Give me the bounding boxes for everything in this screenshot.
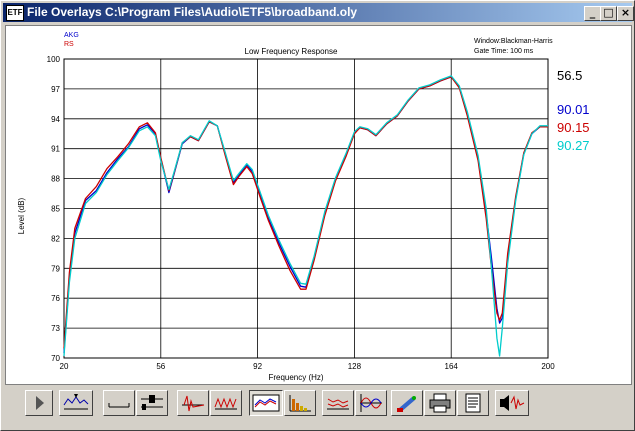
x-axis-ticks: 20 56 92 128 164 200 (60, 362, 556, 371)
x-tick-label: 20 (60, 362, 69, 371)
x-tick-label: 164 (445, 362, 459, 371)
y-tick-label: 97 (51, 85, 60, 94)
impulse-button[interactable] (177, 390, 209, 416)
rt60-icon (327, 398, 349, 410)
plot-area[interactable]: 100 97 94 91 88 85 82 79 76 73 70 20 56 92 128 164 200 … (5, 25, 632, 385)
series-line-3 (63, 75, 548, 357)
y-tick-label: 73 (51, 324, 60, 333)
toolbar (5, 387, 630, 427)
x-axis-label: Frequency (Hz) (268, 373, 323, 382)
window-info: Window:Blackman-Harris (474, 38, 553, 45)
close-button[interactable]: × (617, 6, 634, 21)
y-tick-label: 94 (51, 115, 60, 124)
overlay-icon (252, 394, 280, 412)
play-button[interactable] (25, 390, 53, 416)
readout-third: 90.27 (557, 138, 590, 153)
y-axis-ticks: 100 97 94 91 88 85 82 79 76 73 70 (47, 55, 61, 363)
notes-button[interactable] (457, 390, 489, 416)
y-tick-label: 76 (51, 294, 60, 303)
chart-series (63, 75, 548, 357)
legend-rs: RS (64, 41, 74, 48)
window-title: File Overlays C:\Program Files\Audio\ETF… (27, 5, 358, 19)
print-button[interactable] (424, 390, 456, 416)
app-icon[interactable]: ETF (6, 5, 24, 21)
waterfall-button[interactable] (59, 390, 93, 416)
y-tick-label: 82 (51, 234, 60, 243)
export-button[interactable] (495, 390, 529, 416)
rt60-button[interactable] (322, 390, 354, 416)
y-tick-label: 85 (51, 205, 60, 214)
minimize-button[interactable]: _ (584, 6, 601, 21)
play-icon (36, 396, 44, 410)
step-response-icon (214, 397, 237, 410)
step-response-button[interactable] (210, 390, 242, 416)
line-tool-button[interactable] (103, 390, 135, 416)
spectrum-button[interactable] (284, 390, 316, 416)
slider-tool-button[interactable] (136, 390, 168, 416)
slider-icon (141, 395, 163, 410)
series-line-2 (63, 76, 548, 349)
x-tick-label: 92 (253, 362, 262, 371)
speaker-signal-icon (500, 395, 525, 411)
readout-rs: 90.15 (557, 120, 590, 135)
baseline-icon (108, 403, 130, 408)
impulse-icon (182, 395, 205, 412)
document-icon (465, 393, 481, 413)
x-tick-label: 56 (156, 362, 165, 371)
phase-icon (360, 394, 382, 412)
y-tick-label: 79 (51, 264, 60, 273)
overlay-view-button[interactable] (249, 390, 283, 416)
gate-info: Gate Time: 100 ms (474, 48, 534, 55)
series-line-1 (63, 76, 548, 354)
waterfall-icon (63, 394, 89, 410)
spectrum-icon (289, 395, 311, 412)
legend-akg: AKG (64, 32, 79, 39)
maximize-button[interactable]: □ (600, 6, 617, 21)
y-tick-label: 91 (51, 145, 60, 154)
x-tick-label: 200 (541, 362, 555, 371)
title-bar[interactable]: ETF File Overlays C:\Program Files\Audio… (3, 3, 634, 22)
chart-grid (63, 58, 549, 359)
paint-icon (397, 396, 416, 412)
readout-akg: 90.01 (557, 102, 590, 117)
readout-frequency: 56.5 (557, 68, 582, 83)
y-tick-label: 88 (51, 175, 60, 184)
y-axis-label: Level (dB) (17, 197, 26, 234)
phase-button[interactable] (355, 390, 387, 416)
color-button[interactable] (391, 390, 423, 416)
y-tick-label: 70 (51, 354, 60, 363)
chart-title: Low Frequency Response (245, 47, 338, 56)
y-tick-label: 100 (47, 55, 61, 64)
x-tick-label: 128 (348, 362, 362, 371)
printer-icon (429, 393, 451, 413)
